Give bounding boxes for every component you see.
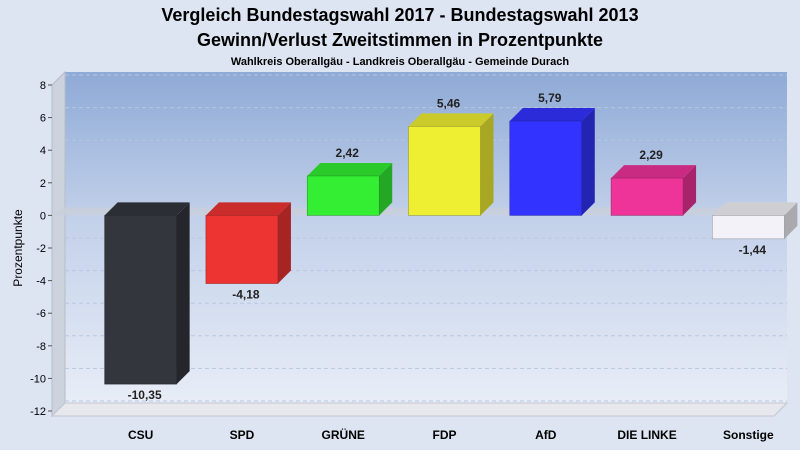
- chart-caption: Wahlkreis Oberallgäu - Landkreis Oberall…: [231, 56, 570, 68]
- bar-side: [581, 108, 595, 216]
- x-tick-label: CSU: [128, 428, 153, 442]
- bar-top: [712, 202, 798, 216]
- y-axis-label: Prozentpunkte: [11, 209, 25, 287]
- x-tick-label: FDP: [433, 428, 457, 442]
- bar-front: [712, 215, 785, 240]
- bar-front: [408, 126, 481, 216]
- data-label: -1,44: [739, 243, 767, 257]
- bar-top: [509, 108, 595, 122]
- plot-left-wall: [51, 70, 66, 418]
- x-tick-label: GRÜNE: [322, 427, 365, 442]
- bar: [205, 202, 291, 284]
- y-tick-label: 0: [40, 210, 46, 222]
- y-tick-label: -10: [30, 373, 46, 385]
- x-tick-label: AfD: [535, 428, 557, 442]
- bar-front: [509, 120, 583, 216]
- x-tick-label: SPD: [230, 428, 255, 442]
- bar-top: [611, 165, 697, 179]
- bar: [712, 202, 798, 240]
- bar: [610, 165, 697, 216]
- y-tick-label: 8: [40, 80, 46, 92]
- y-tick-label: -6: [36, 308, 46, 320]
- bar-top: [307, 162, 393, 176]
- bar: [306, 162, 393, 216]
- bar-front: [205, 215, 279, 284]
- x-tick-label: DIE LINKE: [617, 428, 676, 442]
- bar-side: [784, 202, 798, 239]
- y-tick-label: -12: [30, 406, 46, 418]
- data-label: 2,29: [639, 148, 663, 162]
- data-label: -4,18: [232, 288, 260, 302]
- bar-side: [683, 165, 697, 216]
- bar-side: [480, 113, 494, 216]
- bar-side: [176, 202, 190, 385]
- bar-top: [104, 202, 190, 216]
- plot-area: 8 6 4 2 0 -2 -4 -6 -8 -10 -12 -10,35 CSU -4,18 SPD 2,42…: [30, 70, 798, 442]
- bar-front: [306, 175, 380, 216]
- bar: [509, 108, 595, 216]
- y-tick-label: -2: [36, 243, 46, 255]
- data-label: 5,46: [437, 96, 461, 110]
- bar-top: [408, 113, 494, 127]
- chart-subtitle: Gewinn/Verlust Zweitstimmen in Prozentpu…: [197, 30, 603, 50]
- y-tick-label: -4: [36, 276, 46, 288]
- data-label: 2,42: [336, 146, 360, 160]
- y-tick-label: 4: [40, 145, 46, 157]
- y-tick-label: 2: [40, 178, 46, 190]
- data-label: 5,79: [538, 91, 562, 105]
- bar-top: [205, 202, 291, 216]
- data-label: -10,35: [128, 388, 162, 402]
- y-tick-label: 6: [40, 113, 46, 125]
- x-tick-label: Sonstige: [723, 428, 774, 442]
- y-tick-label: -8: [36, 341, 46, 353]
- bar-side: [277, 202, 291, 284]
- bar: [104, 202, 190, 385]
- bar: [408, 113, 494, 216]
- plot-floor: [50, 402, 789, 417]
- bar-front: [104, 215, 177, 385]
- bar-front: [610, 177, 684, 216]
- chart-title: Vergleich Bundestagswahl 2017 - Bundesta…: [161, 5, 638, 25]
- bar-side: [379, 162, 393, 216]
